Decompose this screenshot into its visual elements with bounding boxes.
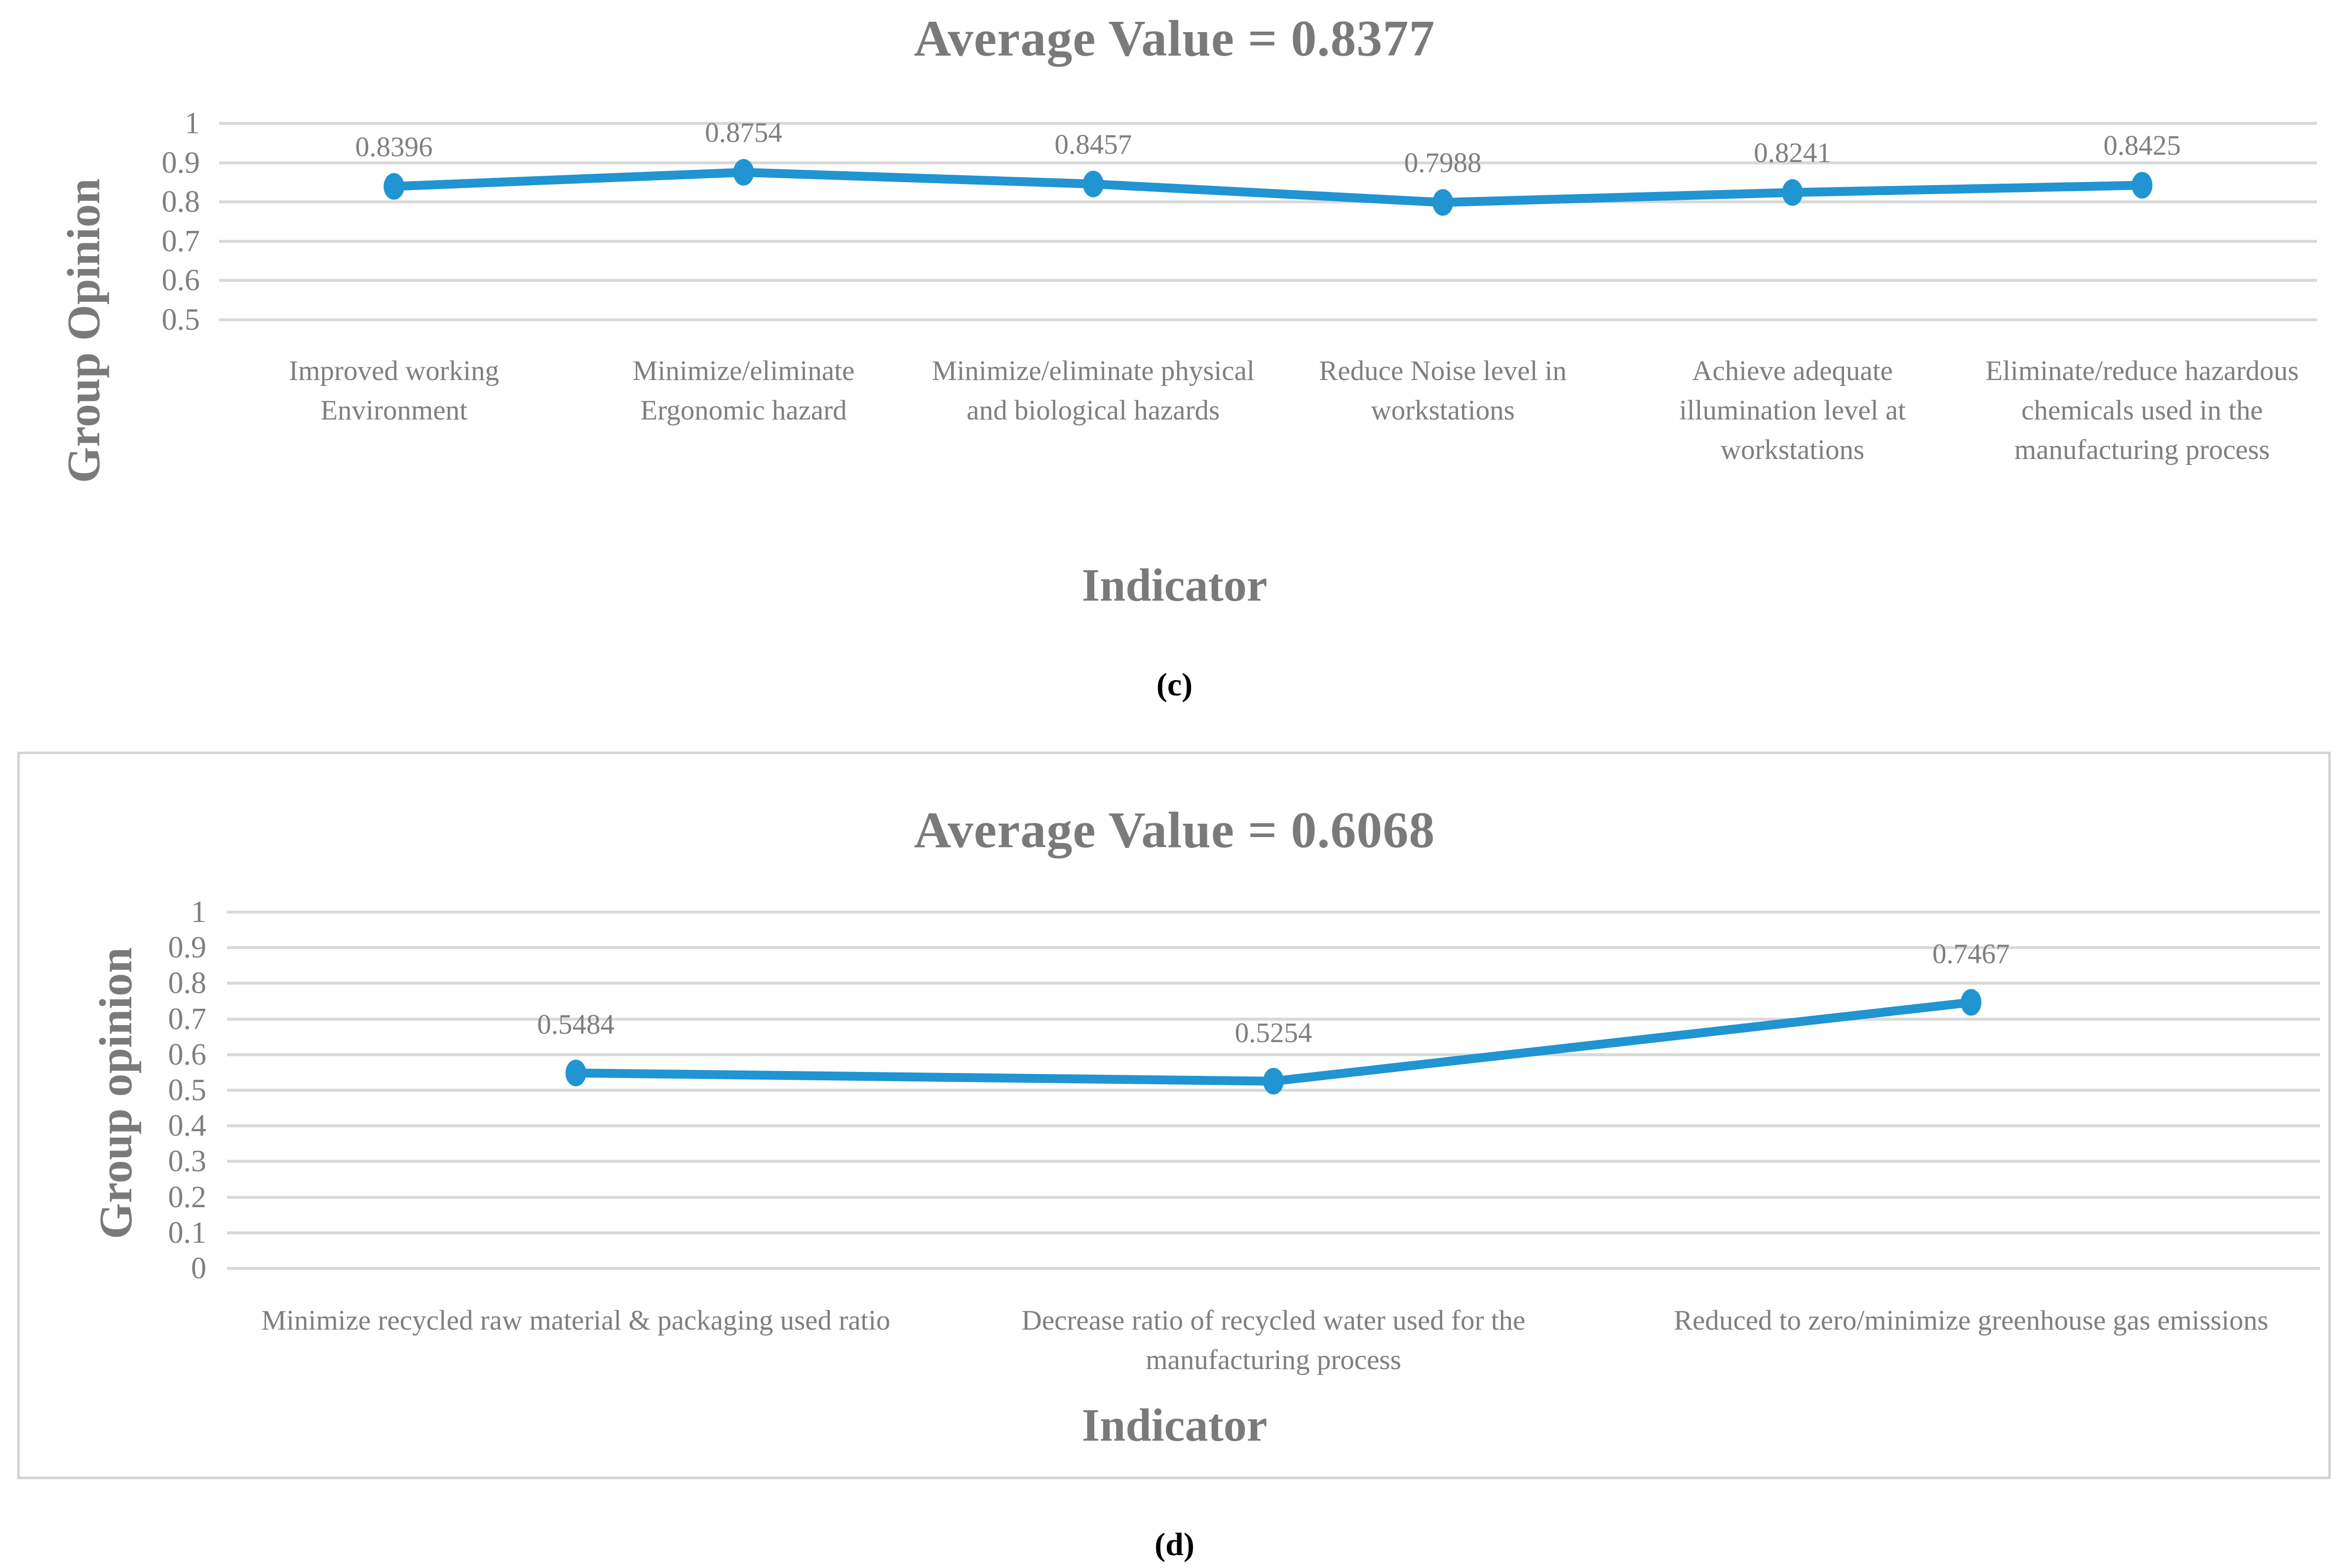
gridline bbox=[227, 1017, 2320, 1021]
gridline bbox=[227, 1267, 2320, 1270]
chart-d-title: Average Value = 0.6068 bbox=[914, 802, 1435, 859]
data-label: 0.8241 bbox=[1754, 137, 1831, 169]
chart-c-caption: (c) bbox=[1156, 667, 1193, 703]
chart-d-caption: (d) bbox=[1155, 1527, 1194, 1563]
y-tick-label: 0.3 bbox=[168, 1145, 207, 1179]
gridline bbox=[227, 1124, 2320, 1128]
gridline bbox=[219, 239, 2317, 243]
y-tick-label: 0 bbox=[191, 1252, 206, 1285]
data-point-marker bbox=[1961, 989, 1982, 1016]
gridline bbox=[227, 982, 2320, 985]
data-label: 0.7988 bbox=[1404, 147, 1482, 179]
y-tick-label: 0.4 bbox=[168, 1109, 207, 1143]
category-label: Minimize/eliminate Ergonomic hazard bbox=[632, 355, 855, 426]
category-label: Reduce Noise level in workstations bbox=[1319, 355, 1567, 426]
y-tick-label: 0.7 bbox=[168, 1002, 207, 1036]
y-tick-label: 0.8 bbox=[161, 185, 200, 219]
y-tick-label: 1 bbox=[185, 107, 200, 140]
y-tick-label: 0.6 bbox=[168, 1037, 207, 1071]
series-line bbox=[393, 168, 2143, 207]
y-tick-label: 0.9 bbox=[161, 146, 200, 180]
gridline bbox=[227, 911, 2320, 914]
chart-d-border bbox=[17, 752, 2331, 1479]
gridline bbox=[219, 200, 2317, 204]
gridline bbox=[219, 318, 2317, 321]
y-tick-label: 0.9 bbox=[168, 931, 207, 965]
data-point-marker bbox=[1082, 170, 1104, 197]
data-point-marker bbox=[733, 159, 754, 186]
y-tick-label: 0.8 bbox=[168, 966, 207, 1000]
gridline bbox=[227, 1195, 2320, 1199]
data-label: 0.8396 bbox=[355, 131, 433, 163]
gridline bbox=[227, 1053, 2320, 1056]
data-label: 0.8754 bbox=[705, 117, 782, 149]
y-tick-label: 1 bbox=[191, 895, 206, 929]
y-tick-label: 0.7 bbox=[161, 224, 200, 258]
gridline bbox=[219, 122, 2317, 125]
category-label: Minimize/eliminate physical and biologic… bbox=[931, 355, 1255, 426]
gridline bbox=[219, 161, 2317, 164]
data-label: 0.8457 bbox=[1054, 129, 1132, 160]
y-tick-label: 0.2 bbox=[168, 1180, 207, 1214]
data-point-marker bbox=[2131, 172, 2153, 199]
chart-c-x-axis-title: Indicator bbox=[1081, 560, 1268, 611]
data-label: 0.7467 bbox=[1932, 938, 2010, 970]
data-label: 0.5484 bbox=[537, 1009, 615, 1040]
data-point-marker bbox=[1782, 179, 1803, 206]
chart-c-title: Average Value = 0.8377 bbox=[914, 10, 1435, 67]
gridline bbox=[227, 1160, 2320, 1163]
data-point-marker bbox=[1432, 189, 1454, 216]
category-label: Decrease ratio of recycled water used fo… bbox=[1021, 1305, 1526, 1376]
category-label: Achieve adequate illumination level at w… bbox=[1679, 355, 1906, 465]
y-tick-label: 0.6 bbox=[161, 264, 200, 298]
gridline bbox=[227, 1231, 2320, 1234]
gridline bbox=[219, 279, 2317, 282]
data-label: 0.8425 bbox=[2103, 130, 2181, 161]
chart-d-x-axis-title: Indicator bbox=[1081, 1400, 1268, 1451]
category-label: Minimize recycled raw material & packagi… bbox=[261, 1305, 890, 1336]
gridline bbox=[227, 946, 2320, 950]
y-tick-label: 0.5 bbox=[168, 1073, 207, 1107]
data-point-marker bbox=[1263, 1068, 1284, 1095]
category-label: Eliminate/reduce hazardous chemicals use… bbox=[1985, 355, 2299, 465]
category-label: Improved working Environment bbox=[289, 355, 500, 426]
data-point-marker bbox=[565, 1060, 586, 1087]
y-tick-label: 0.1 bbox=[168, 1216, 207, 1250]
data-label: 0.5254 bbox=[1234, 1017, 1312, 1049]
y-tick-label: 0.5 bbox=[161, 303, 200, 337]
data-point-marker bbox=[384, 173, 405, 200]
category-label: Reduced to zero/minimize greenhouse gas … bbox=[1674, 1305, 2269, 1336]
